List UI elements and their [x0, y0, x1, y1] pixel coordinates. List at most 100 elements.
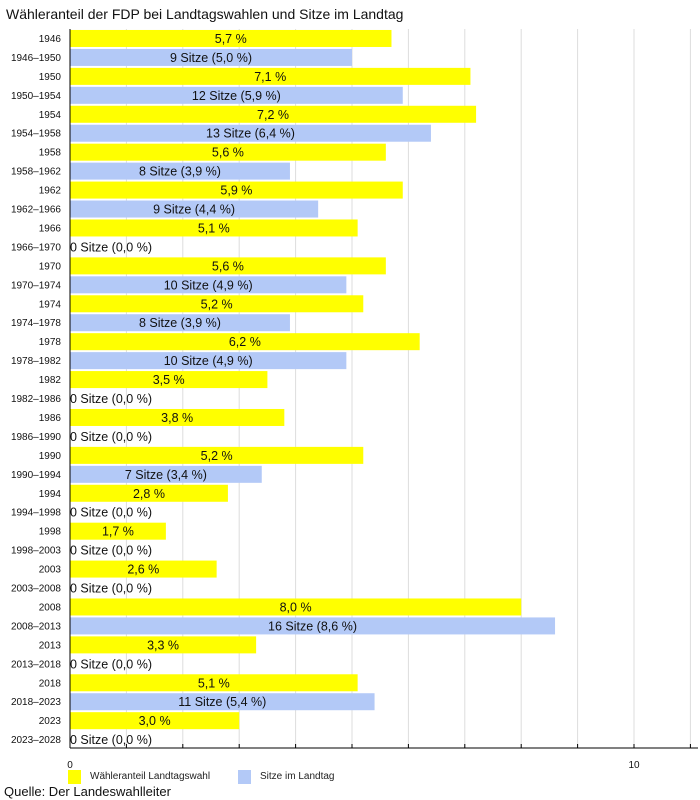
bar-votes — [70, 257, 386, 275]
category-label: 1994 — [39, 489, 62, 500]
bar-votes — [70, 484, 228, 502]
data-label: 5,1 % — [198, 676, 230, 690]
data-label: 5,2 % — [201, 297, 233, 311]
category-label: 1950 — [39, 72, 62, 83]
category-label: 1946–1950 — [11, 53, 61, 64]
category-label: 1982 — [39, 375, 62, 386]
data-label: 3,5 % — [153, 373, 185, 387]
source-note: Quelle: Der Landeswahlleiter — [4, 784, 171, 799]
bar-votes — [70, 333, 420, 351]
data-label: 12 Sitze (5,9 %) — [192, 89, 281, 103]
bar-votes — [70, 295, 364, 313]
category-label: 2018 — [39, 678, 62, 689]
category-label: 2003–2008 — [11, 584, 61, 595]
bar-votes — [70, 598, 522, 616]
data-label: 0 Sitze (0,0 %) — [70, 544, 152, 558]
bar-seats — [70, 86, 403, 104]
category-label: 2013–2018 — [11, 659, 61, 670]
data-label: 3,8 % — [161, 411, 193, 425]
data-label: 7 Sitze (3,4 %) — [125, 468, 207, 482]
data-label: 5,6 % — [212, 259, 244, 273]
data-label: 5,1 % — [198, 221, 230, 235]
legend-label-seats: Sitze im Landtag — [260, 771, 335, 782]
category-label: 1986–1990 — [11, 432, 61, 443]
category-label: 2008 — [39, 602, 62, 613]
chart-title: Wähleranteil der FDP bei Landtagswahlen … — [6, 6, 404, 22]
legend-label-votes: Wähleranteil Landtagswahl — [90, 771, 211, 782]
category-label: 2023 — [39, 716, 62, 727]
legend-swatch-votes — [68, 770, 81, 784]
bar-votes — [70, 712, 240, 730]
legend-swatch-seats — [238, 770, 251, 784]
category-label: 1946 — [39, 34, 62, 45]
bar-votes — [70, 105, 477, 123]
category-label: 1974 — [39, 299, 62, 310]
bar-seats — [70, 314, 290, 332]
data-label: 11 Sitze (5,4 %) — [178, 695, 266, 709]
category-label: 1966–1970 — [11, 242, 61, 253]
data-label: 0 Sitze (0,0 %) — [70, 392, 152, 406]
category-label: 1970–1974 — [11, 280, 61, 291]
bar-votes — [70, 219, 358, 237]
data-label: 0 Sitze (0,0 %) — [70, 240, 152, 254]
data-label: 5,2 % — [201, 449, 233, 463]
data-label: 8,0 % — [280, 600, 312, 614]
category-label: 2008–2013 — [11, 621, 61, 632]
category-label: 1998–2003 — [11, 546, 61, 557]
data-label: 10 Sitze (4,9 %) — [164, 354, 253, 368]
data-label: 9 Sitze (4,4 %) — [153, 203, 235, 217]
bar-votes — [70, 674, 358, 692]
category-label: 1954 — [39, 110, 62, 121]
data-label: 2,8 % — [133, 487, 165, 501]
category-label: 1994–1998 — [11, 508, 61, 519]
category-label: 2003 — [39, 565, 62, 576]
data-label: 2,6 % — [127, 563, 159, 577]
bar-seats — [70, 124, 431, 142]
bar-votes — [70, 143, 386, 161]
data-label: 0 Sitze (0,0 %) — [70, 582, 152, 596]
bar-seats — [70, 162, 290, 180]
category-label: 2013 — [39, 640, 62, 651]
data-label: 16 Sitze (8,6 %) — [268, 619, 357, 633]
bar-seats — [70, 48, 352, 66]
data-label: 0 Sitze (0,0 %) — [70, 657, 152, 671]
category-label: 1978–1982 — [11, 356, 61, 367]
bar-votes — [70, 522, 166, 540]
category-label: 1990–1994 — [11, 470, 61, 481]
category-label: 1986 — [39, 413, 62, 424]
data-label: 5,6 % — [212, 146, 244, 160]
category-label: 1974–1978 — [11, 318, 61, 329]
data-label: 7,2 % — [257, 108, 289, 122]
bar-seats — [70, 617, 556, 635]
data-label: 5,9 % — [220, 184, 252, 198]
category-label: 1982–1986 — [11, 394, 61, 405]
data-label: 8 Sitze (3,9 %) — [139, 316, 221, 330]
data-label: 10 Sitze (4,9 %) — [164, 278, 253, 292]
data-label: 5,7 % — [215, 32, 247, 46]
data-label: 0 Sitze (0,0 %) — [70, 733, 152, 747]
bar-votes — [70, 408, 285, 426]
data-label: 7,1 % — [254, 70, 286, 84]
category-label: 1958–1962 — [11, 167, 61, 178]
bar-votes — [70, 67, 471, 85]
category-label: 1970 — [39, 261, 62, 272]
x-tick-label: 0 — [67, 760, 73, 771]
x-tick-label: 10 — [628, 760, 640, 771]
data-label: 0 Sitze (0,0 %) — [70, 506, 152, 520]
bar-votes — [70, 371, 268, 389]
data-label: 0 Sitze (0,0 %) — [70, 430, 152, 444]
bar-votes — [70, 636, 257, 654]
data-label: 13 Sitze (6,4 %) — [206, 127, 295, 141]
bar-seats — [70, 693, 375, 711]
category-label: 1990 — [39, 451, 62, 462]
category-label: 1998 — [39, 527, 62, 538]
category-label: 1954–1958 — [11, 129, 61, 140]
bar-votes — [70, 181, 403, 199]
data-label: 3,3 % — [147, 638, 179, 652]
bar-votes — [70, 29, 392, 47]
category-label: 1966 — [39, 223, 62, 234]
data-label: 9 Sitze (5,0 %) — [170, 51, 252, 65]
category-label: 1962–1966 — [11, 205, 61, 216]
